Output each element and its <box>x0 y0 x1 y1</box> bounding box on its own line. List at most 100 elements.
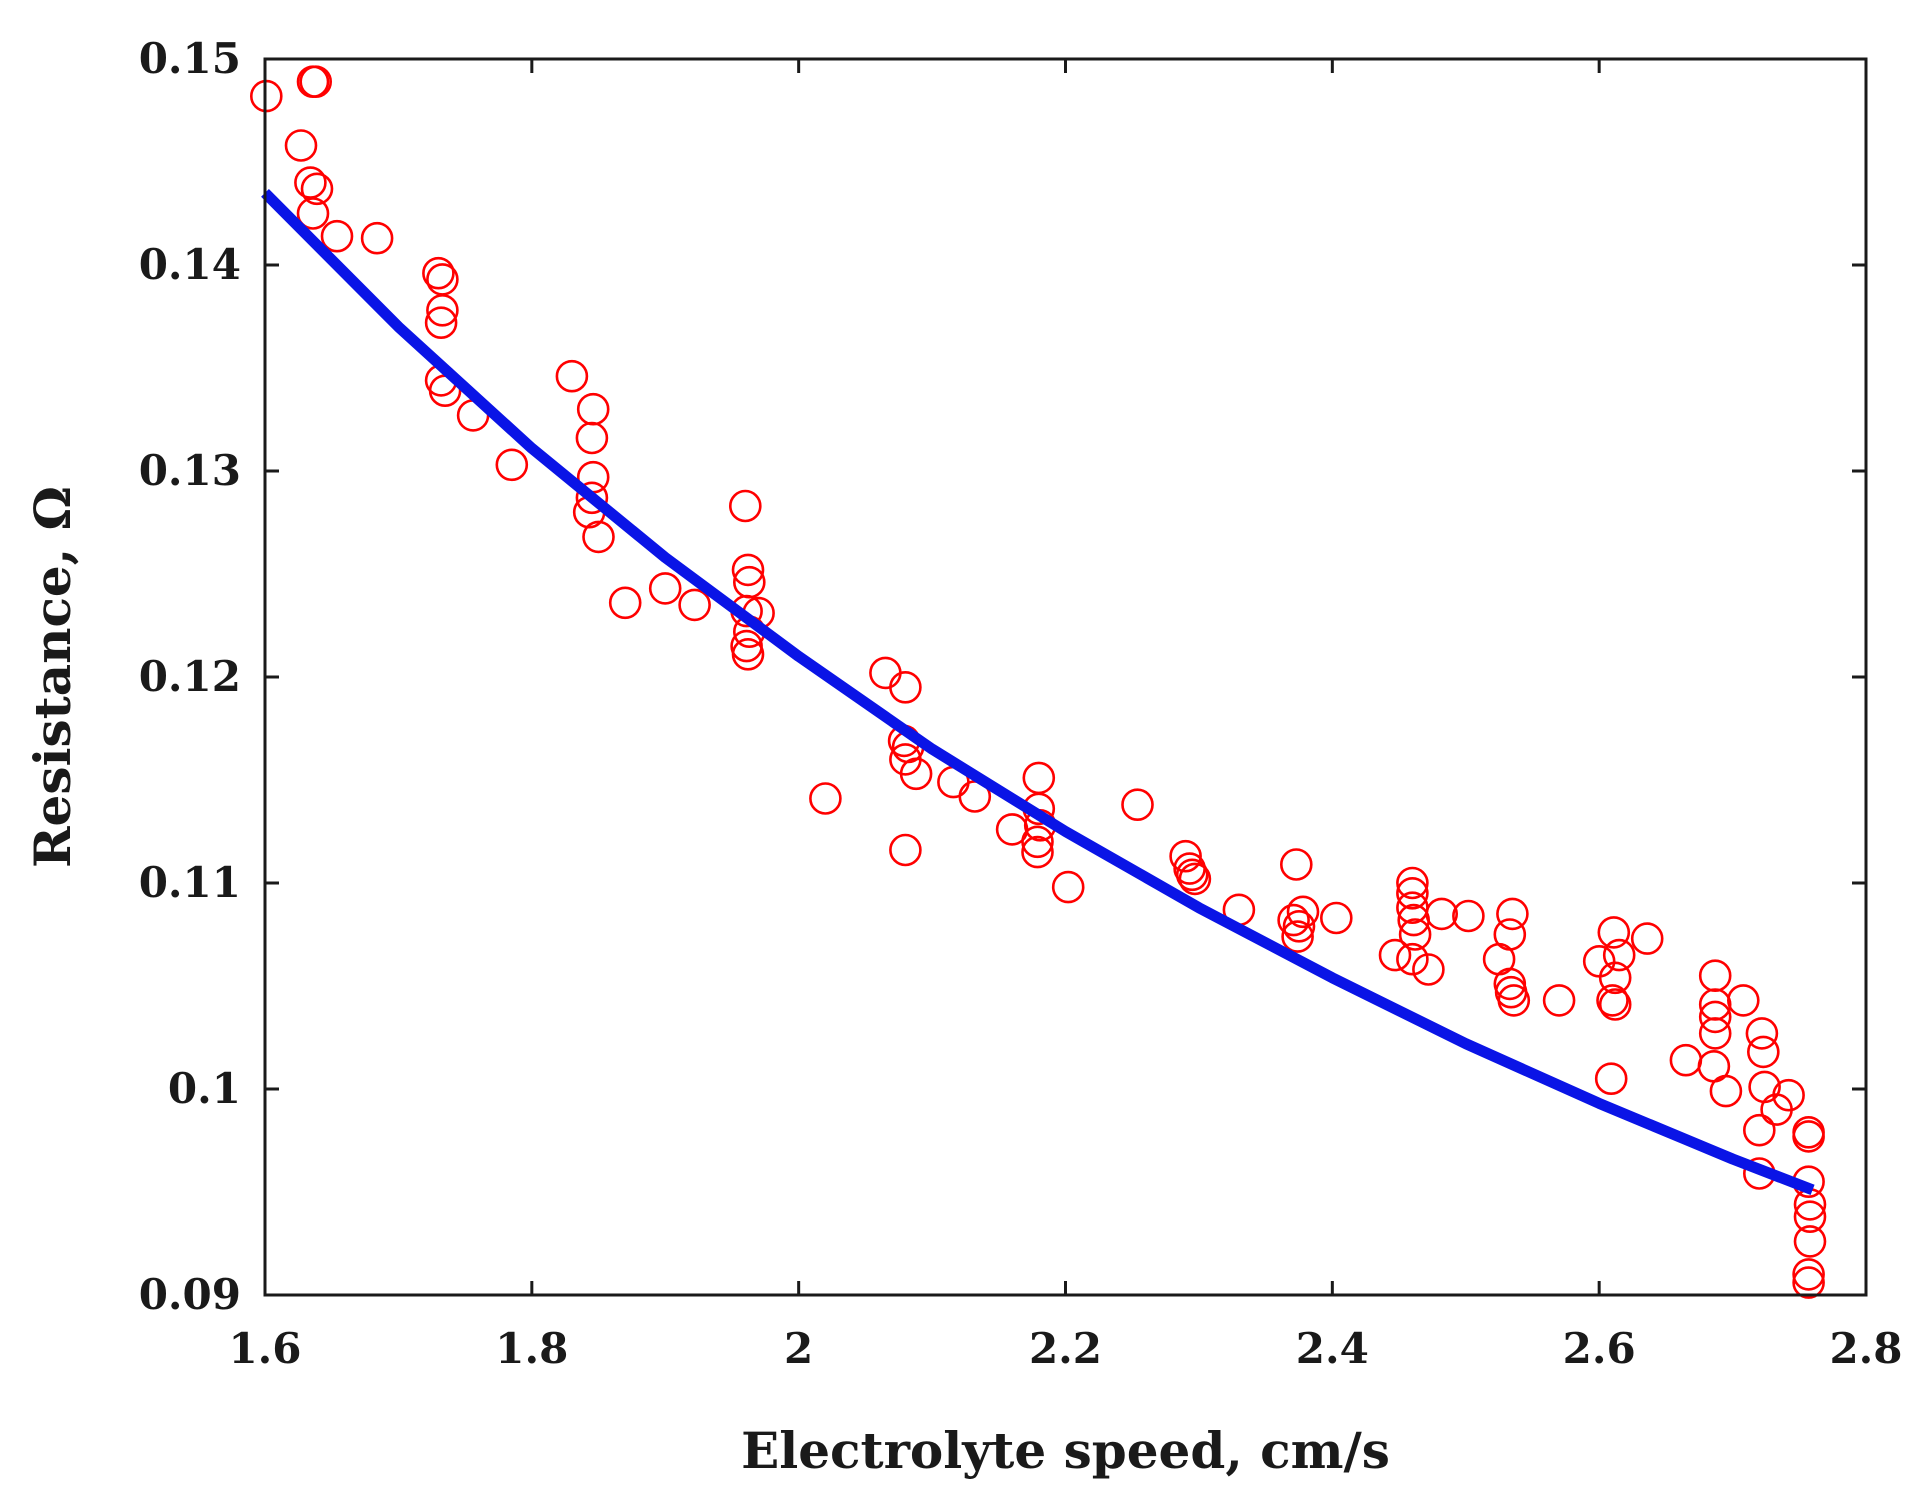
scatter-point <box>869 656 902 690</box>
scatter-point <box>1169 839 1202 873</box>
x-tick-label: 2.6 <box>1563 1324 1636 1373</box>
scatter-point <box>1745 1017 1779 1050</box>
scatter-point <box>320 219 354 253</box>
scatter-point <box>1121 788 1154 822</box>
scatter-point <box>1792 1258 1825 1291</box>
scatter-point <box>648 572 682 605</box>
scatter-point <box>889 833 922 867</box>
scatter-point <box>1396 876 1429 910</box>
x-tick-label: 2 <box>784 1324 813 1373</box>
scatter-point <box>1497 984 1531 1017</box>
scatter-point <box>1597 916 1631 949</box>
scatter-point <box>1598 988 1632 1021</box>
scatter-point <box>1281 920 1314 953</box>
y-tick-label: 0.13 <box>139 446 241 495</box>
scatter-point <box>1178 862 1212 896</box>
scatter-point <box>1396 866 1429 900</box>
scatter-point <box>1493 918 1527 951</box>
scatter-point <box>1630 922 1664 955</box>
scatter-point <box>1792 1120 1825 1153</box>
scatter-point <box>731 637 765 671</box>
scatter-point <box>575 481 609 515</box>
scatter-point <box>1760 1093 1793 1126</box>
scatter-point <box>1452 899 1485 933</box>
scatter-point <box>1175 858 1209 892</box>
scatter-point <box>426 293 459 327</box>
scatter-point <box>1709 1074 1743 1108</box>
scatter-point <box>1793 1200 1827 1233</box>
scatter-point <box>1022 761 1056 795</box>
scatter-point <box>1396 942 1429 976</box>
scatter-point <box>1021 835 1054 869</box>
scatter-point <box>1412 953 1445 986</box>
y-tick-label: 0.14 <box>139 240 241 289</box>
scatter-point <box>899 757 933 791</box>
scatter-point <box>575 421 609 455</box>
scatter-point <box>678 588 711 622</box>
scatter-point <box>296 197 330 230</box>
y-tick-label: 0.1 <box>168 1064 241 1113</box>
scatter-point <box>1598 961 1632 995</box>
scatter-point <box>1277 903 1310 937</box>
y-tick-label: 0.09 <box>139 1270 241 1319</box>
scatter-series-measured <box>249 65 1827 1299</box>
x-tick-label: 2.8 <box>1829 1324 1902 1373</box>
plot-marks <box>249 65 1827 1299</box>
scatter-point <box>294 166 327 199</box>
scatter-point <box>809 782 842 815</box>
scatter-point <box>1398 918 1432 951</box>
scatter-point <box>1792 1266 1825 1299</box>
scatter-point <box>1743 1113 1776 1147</box>
scatter-point <box>1594 1062 1628 1095</box>
scatter-point <box>1021 825 1054 859</box>
scatter-point <box>424 306 458 340</box>
axis-tick-labels: 1.6 1.8 2 2.2 2.4 2.6 2.8 0.09 0.1 0.11 0.12 0.13 0.… <box>139 34 1903 1373</box>
scatter-point <box>731 553 765 587</box>
scatter-point <box>1582 944 1616 978</box>
scatter-point <box>608 586 642 620</box>
scatter-point <box>1698 1017 1732 1050</box>
scatter-point <box>1286 895 1320 929</box>
scatter-point <box>582 520 615 554</box>
axis-ticks <box>263 57 1868 1297</box>
y-tick-label: 0.12 <box>139 652 241 701</box>
y-tick-label: 0.15 <box>139 34 241 83</box>
scatter-point <box>1596 984 1629 1017</box>
scatter-point <box>300 172 334 206</box>
scatter-point <box>299 65 333 98</box>
x-tick-label: 1.6 <box>228 1324 301 1373</box>
scatter-point <box>576 392 610 426</box>
y-tick-label: 0.11 <box>139 858 241 907</box>
scatter-point <box>296 65 330 98</box>
scatter-point <box>422 256 455 290</box>
x-tick-label: 2.4 <box>1296 1324 1369 1373</box>
scatter-point <box>1378 938 1412 972</box>
scatter-point <box>1698 1000 1732 1034</box>
scatter-point <box>284 129 318 162</box>
scatter-point <box>1320 901 1353 935</box>
scatter-point <box>1727 984 1760 1017</box>
scatter-point <box>1282 909 1316 943</box>
scatter-point <box>1425 897 1458 931</box>
scatter-point <box>728 489 762 523</box>
scatter-point <box>495 448 529 482</box>
scatter-point <box>555 359 589 393</box>
x-tick-label: 2.2 <box>1029 1324 1102 1373</box>
scatter-point <box>1542 984 1576 1017</box>
scatter-point <box>1496 897 1529 931</box>
x-axis-label: Electrolyte speed, cm/s <box>741 1421 1390 1480</box>
scatter-point <box>1698 959 1732 993</box>
scatter-point <box>1669 1043 1703 1077</box>
y-axis-label: Resistance, Ω <box>23 486 82 868</box>
scatter-point <box>889 670 922 704</box>
x-tick-label: 1.8 <box>495 1324 568 1373</box>
fit-curve-line <box>261 189 1815 1196</box>
scatter-point <box>360 221 394 255</box>
scatter-point <box>1280 848 1313 881</box>
scatter-point <box>1747 1035 1780 1069</box>
scatter-point <box>1602 938 1636 972</box>
scatter-point <box>1793 1225 1827 1258</box>
scatter-point <box>1051 870 1085 904</box>
